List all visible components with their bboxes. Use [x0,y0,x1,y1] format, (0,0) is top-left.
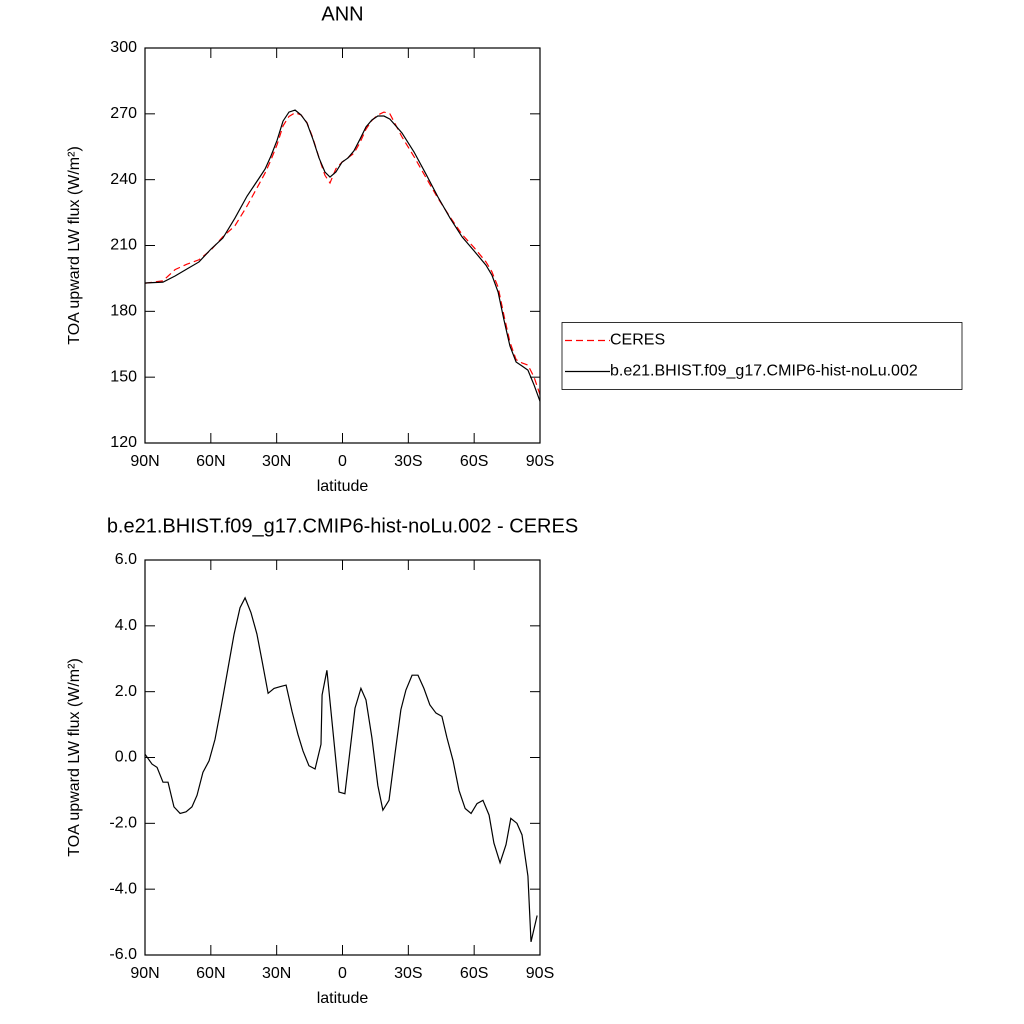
y-tick-label: 210 [110,237,137,254]
y-tick-label: -4.0 [109,880,137,897]
x-tick-label: 90N [130,965,159,982]
x-tick-label: 30N [262,965,291,982]
x-axis-label: latitude [317,478,369,495]
y-axis-label: TOA upward LW flux (W/m²) [66,658,83,857]
x-tick-label: 0 [338,453,347,470]
x-tick-label: 90S [526,453,554,470]
y-tick-label: -6.0 [109,946,137,963]
legend-box [561,322,963,390]
chart-title: ANN [321,3,363,25]
y-tick-label: 270 [110,105,137,122]
x-tick-label: 60N [196,453,225,470]
data-line [144,109,541,402]
x-axis-label: latitude [317,990,369,1007]
chart-title: b.e21.BHIST.f09_g17.CMIP6-hist-noLu.002 … [107,515,578,537]
x-tick-label: 60S [460,453,488,470]
y-tick-label: 4.0 [115,617,137,634]
x-tick-label: 90N [130,453,159,470]
y-tick-label: 6.0 [115,551,137,568]
data-line [144,111,541,395]
y-tick-label: 2.0 [115,683,137,700]
plot-frame [144,559,541,956]
legend-label: b.e21.BHIST.f09_g17.CMIP6-hist-noLu.002 [610,363,918,380]
y-tick-label: 180 [110,303,137,320]
y-axis-label: TOA upward LW flux (W/m²) [66,146,83,345]
y-tick-label: 0.0 [115,749,137,766]
x-tick-label: 30S [394,453,422,470]
x-tick-label: 30S [394,965,422,982]
x-tick-label: 90S [526,965,554,982]
y-tick-label: 150 [110,368,137,385]
x-tick-label: 30N [262,453,291,470]
y-tick-label: 120 [110,434,137,451]
x-tick-label: 0 [338,965,347,982]
panel: b.e21.BHIST.f09_g17.CMIP6-hist-noLu.002 … [66,515,578,1007]
y-tick-label: 300 [110,39,137,56]
legend-label: CERES [610,332,665,349]
x-tick-label: 60S [460,965,488,982]
data-line [144,596,538,942]
plot-frame [144,47,541,444]
y-tick-label: -2.0 [109,815,137,832]
panel: ANN 120 150 180 210 240 270 300 90N 60N 30N 0 30S 60S… [66,3,963,495]
x-tick-label: 60N [196,965,225,982]
y-tick-label: 240 [110,171,137,188]
